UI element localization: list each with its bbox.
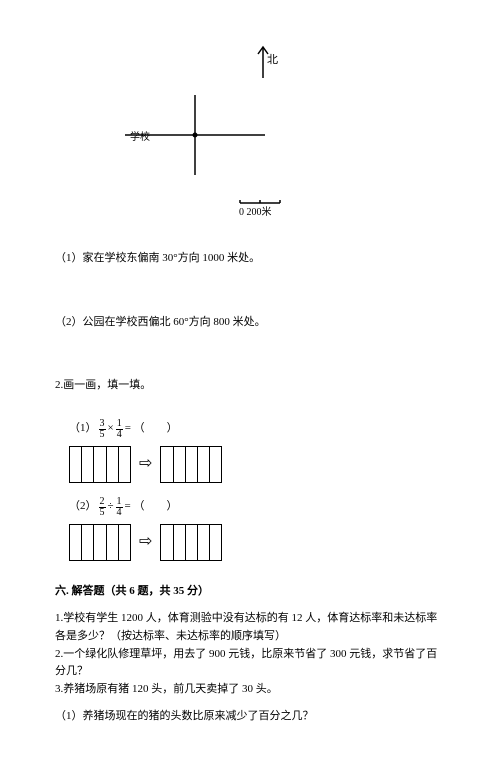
q2-1-prefix: （1） xyxy=(69,420,97,438)
box-grid-left-1 xyxy=(69,446,131,483)
fraction-1-4-b: 1 4 xyxy=(116,497,123,518)
boxes-row-1: ⇨ xyxy=(69,446,445,483)
map-area: 学校 xyxy=(55,90,445,190)
fraction-3-5: 3 5 xyxy=(99,419,106,440)
fraction-1-4: 1 4 xyxy=(116,419,123,440)
operator-divide: ÷ xyxy=(108,498,114,516)
arrow-right-icon: ⇨ xyxy=(139,529,152,555)
north-label: 北 xyxy=(267,52,278,70)
school-label: 学校 xyxy=(130,130,150,146)
section-6-q3-1: （1）养猪场现在的猪的头数比原来减少了百分之几？ xyxy=(55,708,445,726)
q2-2-result: = （ ） xyxy=(125,498,178,516)
question-2-title: 2.画一画，填一填。 xyxy=(55,377,445,395)
q2-1-result: = （ ） xyxy=(125,420,178,438)
question-1-1: （1）家在学校东偏南 30°方向 1000 米处。 xyxy=(55,250,445,268)
box-grid-right-2 xyxy=(160,524,222,561)
compass-area: 北 xyxy=(55,40,445,80)
boxes-row-2: ⇨ xyxy=(69,524,445,561)
operator-multiply: × xyxy=(108,420,114,438)
scale-label: 0 200米 xyxy=(239,205,272,221)
question-1-2: （2）公园在学校西偏北 60°方向 800 米处。 xyxy=(55,314,445,332)
arrow-right-icon: ⇨ xyxy=(139,451,152,477)
fraction-2-5: 2 5 xyxy=(99,497,106,518)
box-grid-right-1 xyxy=(160,446,222,483)
box-grid-left-2 xyxy=(69,524,131,561)
section-6-q3: 3.养猪场原有猪 120 头，前几天卖掉了 30 头。 xyxy=(55,681,445,699)
question-2-2-eq: （2） 2 5 ÷ 1 4 = （ ） xyxy=(55,497,445,518)
scale-area: 0 200米 xyxy=(55,200,445,230)
section-6-q1: 1.学校有学生 1200 人，体育测验中没有达标的有 12 人，体育达标率和未达… xyxy=(55,610,445,645)
section-6-header: 六. 解答题（共 6 题，共 35 分） xyxy=(55,583,445,601)
section-6-q2: 2.一个绿化队修理草坪，用去了 900 元钱，比原来节省了 300 元钱，求节省… xyxy=(55,646,445,681)
q2-2-prefix: （2） xyxy=(69,498,97,516)
question-2-1-eq: （1） 3 5 × 1 4 = （ ） xyxy=(55,419,445,440)
